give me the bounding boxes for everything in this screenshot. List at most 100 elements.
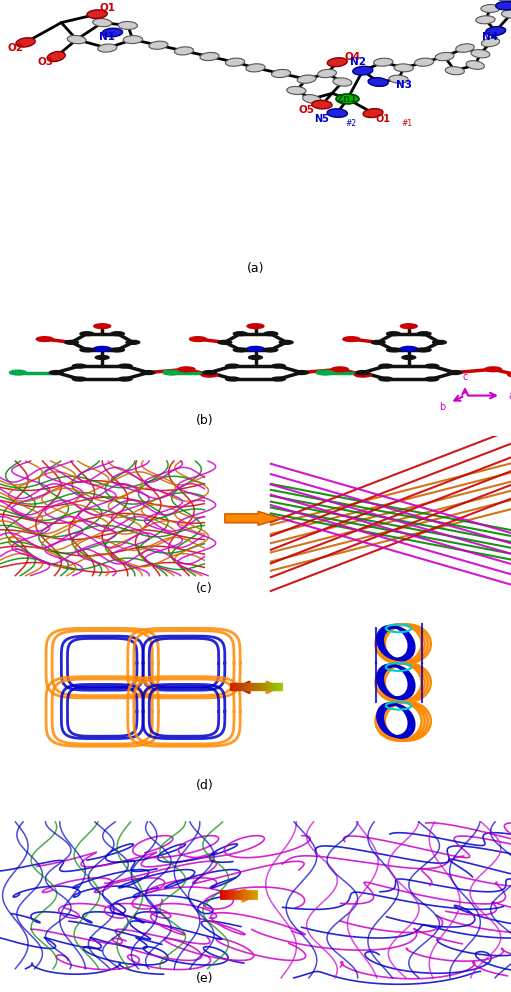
Circle shape — [331, 367, 349, 372]
Text: (c): (c) — [196, 582, 213, 595]
Circle shape — [425, 377, 439, 381]
Ellipse shape — [486, 27, 505, 36]
Ellipse shape — [368, 77, 388, 86]
Ellipse shape — [368, 78, 388, 86]
Ellipse shape — [98, 44, 117, 53]
Circle shape — [36, 336, 53, 341]
Ellipse shape — [92, 19, 112, 27]
Circle shape — [272, 364, 286, 368]
Circle shape — [178, 367, 195, 372]
Ellipse shape — [389, 75, 408, 83]
Text: (d): (d) — [196, 779, 213, 792]
Ellipse shape — [47, 52, 65, 62]
Text: N1: N1 — [99, 32, 115, 42]
Circle shape — [111, 331, 125, 335]
Circle shape — [119, 377, 132, 381]
Circle shape — [218, 340, 232, 344]
Circle shape — [371, 340, 385, 344]
Ellipse shape — [496, 2, 511, 10]
Text: c: c — [462, 372, 468, 382]
Circle shape — [225, 377, 239, 381]
Circle shape — [80, 348, 94, 352]
Circle shape — [111, 348, 125, 352]
Circle shape — [233, 348, 247, 352]
Ellipse shape — [374, 59, 393, 66]
Ellipse shape — [456, 44, 474, 53]
Ellipse shape — [102, 28, 123, 37]
Circle shape — [485, 367, 502, 372]
Ellipse shape — [414, 59, 434, 66]
Text: O5: O5 — [298, 105, 315, 115]
Circle shape — [247, 323, 264, 328]
Circle shape — [402, 355, 416, 359]
Text: #2: #2 — [345, 119, 356, 128]
Circle shape — [355, 372, 371, 377]
Circle shape — [201, 372, 218, 377]
Text: N3: N3 — [396, 79, 412, 90]
Circle shape — [190, 336, 206, 341]
Ellipse shape — [336, 94, 359, 104]
Circle shape — [264, 331, 278, 335]
Circle shape — [141, 371, 155, 375]
Ellipse shape — [118, 22, 137, 30]
Ellipse shape — [481, 38, 500, 47]
Circle shape — [202, 371, 217, 375]
Circle shape — [264, 348, 278, 352]
Ellipse shape — [200, 53, 219, 61]
Ellipse shape — [435, 53, 454, 61]
FancyArrow shape — [225, 511, 281, 526]
Circle shape — [96, 355, 109, 359]
Ellipse shape — [327, 109, 347, 117]
Ellipse shape — [445, 66, 464, 74]
Ellipse shape — [246, 63, 265, 72]
Text: O4: O4 — [344, 52, 361, 62]
Circle shape — [126, 340, 140, 344]
Text: (a): (a) — [247, 262, 264, 275]
Circle shape — [417, 348, 431, 352]
Text: (e): (e) — [196, 971, 213, 984]
Circle shape — [50, 371, 63, 375]
Circle shape — [94, 323, 111, 328]
Circle shape — [249, 355, 263, 359]
Circle shape — [162, 370, 180, 375]
Text: #1: #1 — [401, 119, 412, 128]
Circle shape — [507, 372, 511, 377]
Text: N5: N5 — [493, 0, 509, 2]
Circle shape — [73, 364, 86, 368]
Ellipse shape — [225, 59, 245, 66]
Ellipse shape — [353, 66, 373, 75]
Circle shape — [387, 348, 401, 352]
Circle shape — [401, 323, 417, 328]
Circle shape — [64, 340, 79, 344]
Text: (b): (b) — [196, 415, 213, 428]
Circle shape — [417, 331, 431, 335]
Ellipse shape — [486, 27, 505, 35]
Text: a: a — [508, 391, 511, 401]
Circle shape — [80, 331, 94, 335]
Circle shape — [225, 364, 239, 368]
Text: O3: O3 — [38, 58, 54, 67]
Text: N2: N2 — [350, 58, 366, 67]
Text: N5: N5 — [314, 113, 330, 124]
Ellipse shape — [476, 16, 495, 24]
Ellipse shape — [271, 69, 291, 77]
Ellipse shape — [363, 109, 383, 117]
Circle shape — [119, 364, 132, 368]
Circle shape — [379, 377, 393, 381]
Circle shape — [233, 331, 247, 335]
Ellipse shape — [303, 94, 321, 103]
Circle shape — [316, 370, 333, 375]
Ellipse shape — [287, 86, 306, 94]
Ellipse shape — [123, 36, 143, 44]
Circle shape — [94, 346, 111, 351]
Ellipse shape — [466, 61, 484, 69]
Circle shape — [425, 364, 439, 368]
Circle shape — [379, 364, 393, 368]
Ellipse shape — [333, 77, 352, 86]
Circle shape — [432, 340, 447, 344]
Ellipse shape — [87, 10, 107, 19]
Circle shape — [272, 377, 286, 381]
Circle shape — [448, 371, 462, 375]
Ellipse shape — [328, 58, 347, 66]
Text: O2: O2 — [7, 43, 24, 53]
